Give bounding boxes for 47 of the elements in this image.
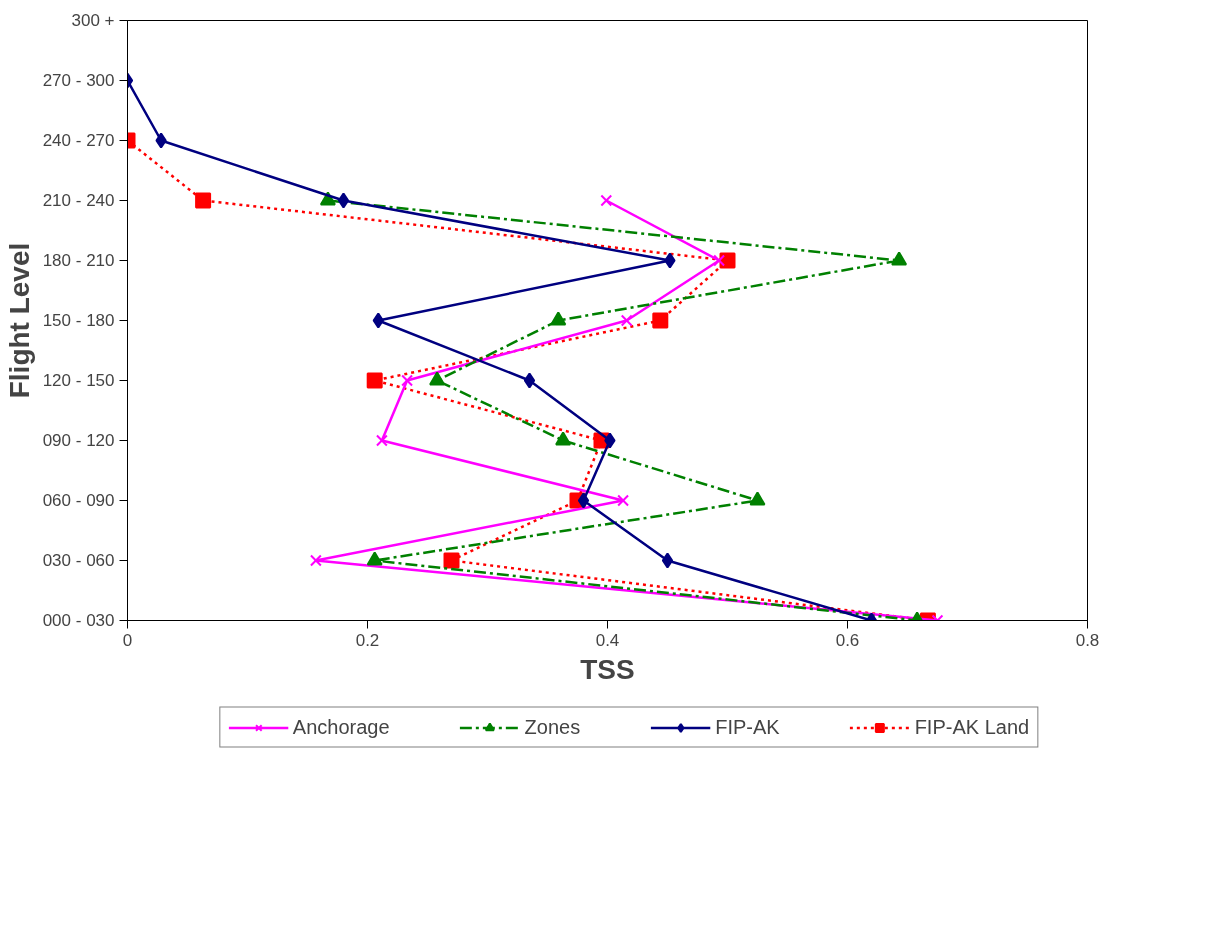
point <box>600 194 613 207</box>
y-tick-label: 210 - 240 <box>42 191 115 210</box>
point <box>713 254 726 267</box>
y-tick-label: 240 - 270 <box>42 131 115 150</box>
point <box>155 132 167 149</box>
point <box>443 552 460 569</box>
y-tick-label: 180 - 210 <box>42 251 115 270</box>
point <box>523 372 536 389</box>
legend-label: Anchorage <box>292 715 390 739</box>
point <box>195 192 212 209</box>
point <box>652 312 669 329</box>
y-tick-label: 270 - 300 <box>42 71 115 90</box>
legend-label: FIP-AK <box>715 715 780 739</box>
point <box>664 252 676 269</box>
x-axis-title: TSS <box>580 653 635 685</box>
x-tick-label: 0.4 <box>595 630 620 650</box>
y-tick-label: 120 - 150 <box>42 371 115 390</box>
y-tick-label: 030 - 060 <box>42 551 115 570</box>
point <box>620 314 633 327</box>
x-tick-label: 0.2 <box>355 630 380 650</box>
point <box>749 491 766 506</box>
point <box>555 431 572 446</box>
point <box>372 312 384 329</box>
point <box>604 432 616 449</box>
point <box>309 554 322 567</box>
y-tick-label: 090 - 120 <box>42 431 115 450</box>
point <box>401 374 414 387</box>
point <box>429 371 446 386</box>
point <box>375 434 388 447</box>
point <box>550 311 567 326</box>
y-axis-title: Flight Level <box>3 242 35 399</box>
legend-label: Zones <box>524 715 581 739</box>
x-tick-label: 0.8 <box>1075 630 1100 650</box>
point <box>366 551 383 566</box>
x-tick-label: 0 <box>122 630 133 650</box>
point <box>577 492 590 509</box>
legend-label: FIP-AK Land <box>914 715 1030 739</box>
point <box>337 192 350 209</box>
point <box>891 251 908 266</box>
y-tick-label: 150 - 180 <box>42 311 115 330</box>
y-tick-label: 300 + <box>71 11 115 30</box>
point <box>617 494 630 507</box>
point <box>661 552 674 569</box>
point <box>366 372 383 389</box>
y-tick-label: 000 - 030 <box>42 611 115 630</box>
y-tick-label: 060 - 090 <box>42 491 115 510</box>
x-tick-label: 0.6 <box>835 630 860 650</box>
